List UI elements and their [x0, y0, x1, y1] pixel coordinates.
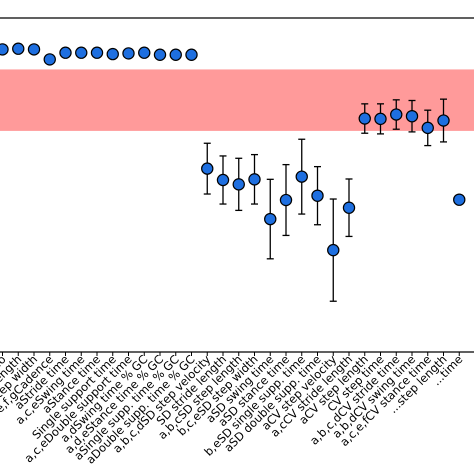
data-point — [405, 109, 419, 123]
plot-frame — [0, 17, 474, 353]
data-point — [185, 48, 198, 61]
data-point — [153, 48, 167, 61]
data-point — [43, 53, 56, 66]
data-point — [311, 189, 324, 202]
data-point — [12, 42, 25, 55]
data-point — [75, 46, 88, 59]
data-point — [169, 48, 182, 61]
data-point — [122, 47, 135, 60]
x-tick-label: ...io — [0, 352, 9, 377]
data-point — [248, 173, 261, 186]
data-point — [27, 43, 41, 56]
data-point — [201, 162, 214, 175]
data-point — [279, 193, 293, 207]
data-point — [437, 114, 450, 127]
data-point — [90, 46, 104, 59]
data-point — [453, 193, 466, 206]
data-point — [0, 43, 9, 56]
data-point — [232, 178, 245, 191]
data-point — [59, 46, 72, 59]
data-point — [390, 108, 403, 121]
data-point — [295, 170, 308, 183]
data-point — [327, 243, 340, 257]
data-point — [216, 173, 230, 187]
data-point — [374, 112, 387, 126]
data-point — [106, 47, 119, 61]
data-point — [342, 201, 356, 214]
reference-band — [0, 69, 474, 131]
data-point — [138, 46, 151, 59]
data-point — [358, 112, 371, 125]
data-point — [264, 212, 277, 226]
data-point — [421, 121, 434, 135]
